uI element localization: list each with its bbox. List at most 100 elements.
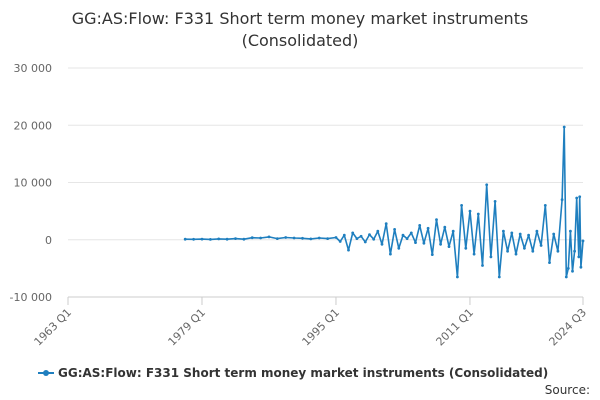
data-point-16[interactable]	[317, 236, 321, 240]
data-point-47[interactable]	[456, 275, 459, 279]
data-point-50[interactable]	[468, 209, 472, 213]
data-point-45[interactable]	[447, 245, 451, 249]
data-point-78[interactable]	[573, 249, 576, 253]
data-point-11[interactable]	[275, 237, 279, 241]
data-point-4[interactable]	[217, 237, 221, 241]
data-point-13[interactable]	[292, 236, 296, 240]
source-label: Source:	[545, 383, 590, 397]
data-point-75[interactable]	[566, 267, 570, 270]
data-point-32[interactable]	[393, 228, 396, 231]
data-point-76[interactable]	[569, 229, 572, 233]
x-tick-label-0: 1963 Q1	[32, 306, 75, 349]
data-point-67[interactable]	[539, 244, 543, 247]
data-point-24[interactable]	[359, 234, 363, 238]
y-tick-label-3: 0	[45, 234, 52, 247]
data-point-35[interactable]	[405, 237, 409, 241]
data-point-33[interactable]	[397, 246, 401, 250]
data-point-81[interactable]	[578, 195, 582, 199]
data-point-17[interactable]	[326, 237, 329, 241]
data-point-51[interactable]	[472, 252, 476, 256]
data-point-36[interactable]	[409, 231, 413, 235]
data-point-69[interactable]	[548, 261, 551, 264]
data-point-0[interactable]	[183, 237, 187, 241]
data-point-55[interactable]	[489, 255, 493, 259]
data-point-37[interactable]	[414, 241, 417, 245]
data-point-66[interactable]	[535, 229, 539, 233]
data-point-1[interactable]	[192, 237, 196, 241]
data-point-14[interactable]	[301, 236, 304, 240]
y-axis: 30 000 20 000 10 000 0 -10 000	[10, 62, 52, 304]
data-point-30[interactable]	[384, 222, 388, 226]
data-point-27[interactable]	[372, 237, 376, 241]
x-tick-label-4: 2024 Q3	[547, 306, 590, 349]
data-point-68[interactable]	[543, 204, 547, 207]
data-point-9[interactable]	[259, 236, 262, 240]
data-point-29[interactable]	[380, 242, 384, 246]
data-point-7[interactable]	[242, 237, 246, 241]
data-point-49[interactable]	[464, 246, 468, 250]
data-point-72[interactable]	[560, 198, 564, 202]
data-point-31[interactable]	[389, 252, 392, 256]
data-point-80[interactable]	[577, 255, 581, 259]
data-point-59[interactable]	[506, 249, 509, 253]
data-point-19[interactable]	[338, 240, 342, 243]
data-point-56[interactable]	[493, 200, 497, 203]
data-point-41[interactable]	[430, 253, 434, 256]
chart-title-line-2: (Consolidated)	[242, 31, 359, 50]
data-point-48[interactable]	[460, 204, 463, 207]
data-point-18[interactable]	[334, 236, 338, 239]
data-point-40[interactable]	[426, 226, 430, 230]
data-point-83[interactable]	[581, 239, 585, 243]
data-point-53[interactable]	[481, 264, 484, 267]
data-point-74[interactable]	[564, 275, 568, 279]
data-point-15[interactable]	[309, 237, 313, 241]
legend[interactable]: GG:AS:Flow: F331 Short term money market…	[38, 366, 548, 380]
data-point-28[interactable]	[376, 229, 380, 233]
data-point-42[interactable]	[435, 218, 438, 222]
data-point-79[interactable]	[575, 196, 579, 200]
data-point-71[interactable]	[556, 249, 560, 253]
data-point-63[interactable]	[523, 246, 526, 250]
data-point-65[interactable]	[531, 249, 535, 253]
data-point-58[interactable]	[502, 229, 505, 233]
data-point-57[interactable]	[497, 275, 501, 279]
data-point-77[interactable]	[571, 269, 574, 273]
data-point-60[interactable]	[510, 231, 514, 235]
chart-title-line-1: GG:AS:Flow: F331 Short term money market…	[72, 9, 529, 28]
data-point-5[interactable]	[225, 237, 229, 241]
data-point-20[interactable]	[342, 233, 346, 237]
data-point-52[interactable]	[476, 212, 480, 216]
data-point-34[interactable]	[401, 233, 405, 237]
data-point-6[interactable]	[234, 237, 237, 241]
data-point-8[interactable]	[250, 236, 254, 240]
data-point-3[interactable]	[209, 238, 212, 241]
y-tick-label-1: 20 000	[14, 119, 53, 132]
data-point-43[interactable]	[439, 242, 442, 246]
data-point-62[interactable]	[518, 232, 522, 236]
data-point-39[interactable]	[422, 241, 426, 245]
data-point-38[interactable]	[418, 224, 422, 227]
data-point-25[interactable]	[363, 240, 367, 244]
legend-label: GG:AS:Flow: F331 Short term money market…	[58, 366, 548, 380]
data-point-82[interactable]	[579, 265, 583, 269]
data-point-22[interactable]	[351, 231, 355, 235]
data-point-73[interactable]	[562, 125, 566, 129]
data-point-10[interactable]	[267, 235, 271, 239]
gridlines	[68, 67, 583, 298]
data-point-23[interactable]	[355, 237, 359, 241]
data-point-64[interactable]	[527, 233, 530, 237]
data-point-21[interactable]	[347, 248, 350, 252]
data-point-26[interactable]	[368, 233, 371, 237]
data-point-54[interactable]	[485, 183, 489, 187]
series-layer	[183, 125, 585, 279]
legend-point-marker	[43, 370, 49, 376]
data-point-61[interactable]	[514, 252, 518, 256]
data-point-70[interactable]	[552, 232, 556, 236]
x-tick-label-2: 1995 Q1	[300, 306, 343, 349]
data-point-44[interactable]	[443, 225, 447, 229]
data-point-2[interactable]	[200, 237, 204, 241]
data-point-12[interactable]	[284, 236, 288, 239]
y-tick-label-0: 30 000	[14, 62, 53, 75]
y-tick-label-2: 10 000	[14, 177, 53, 190]
data-point-46[interactable]	[451, 229, 455, 233]
